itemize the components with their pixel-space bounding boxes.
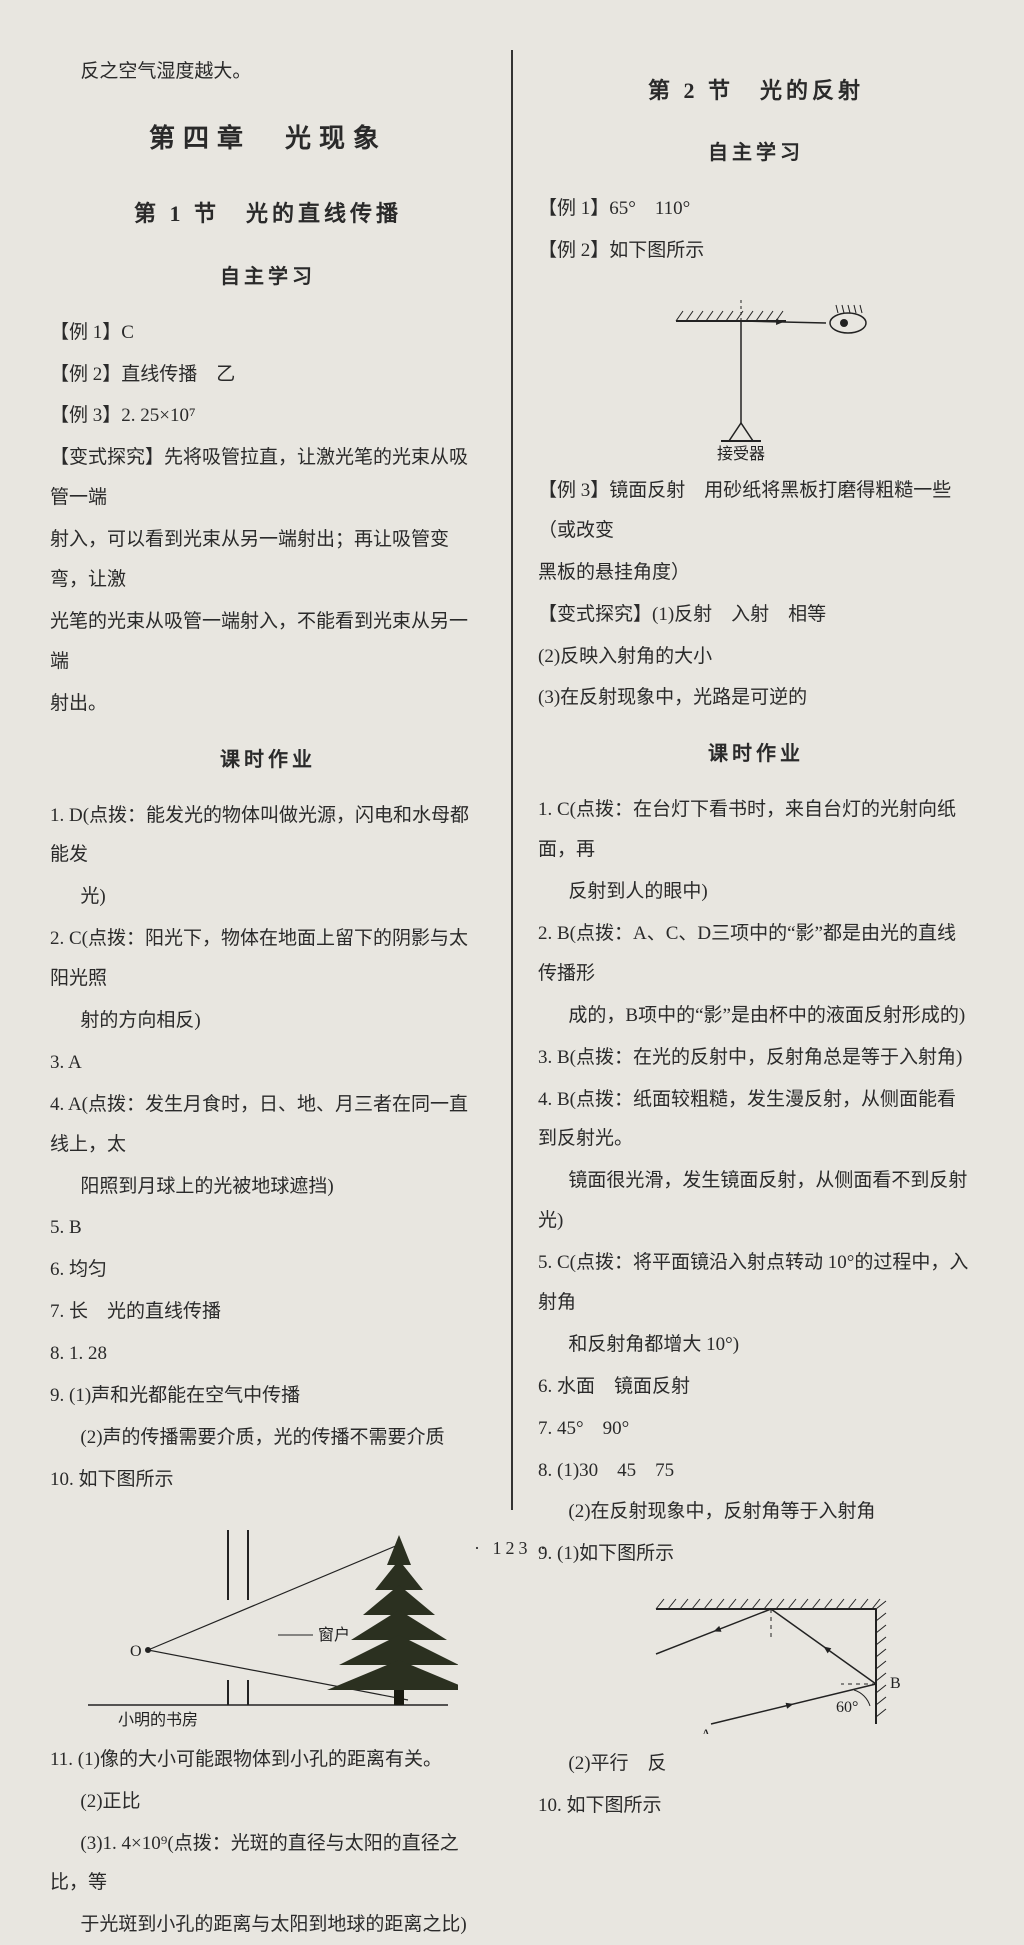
variant-line-1: 【变式探究】先将吸管拉直，让激光笔的光束从吸管一端 — [50, 438, 486, 518]
variant-line-2: 射入，可以看到光束从另一端射出；再让吸管变弯，让激 — [50, 520, 486, 600]
figure-eye-mirror: 接受器 — [538, 281, 974, 461]
r-q7: 7. 45° 90° — [538, 1409, 974, 1449]
homework-heading-left: 课时作业 — [50, 739, 486, 781]
self-study-heading-r: 自主学习 — [538, 132, 974, 174]
l-q11a: 11. (1)像的大小可能跟物体到小孔的距离有关。 — [50, 1740, 486, 1780]
figure-two-mirror-svg: 60° A B — [596, 1584, 916, 1734]
r-q9a: 9. (1)如下图所示 — [538, 1534, 974, 1574]
l-q1b: 光) — [50, 877, 486, 917]
l-q11c: (3)1. 4×10⁹(点拨：光斑的直径与太阳的直径之比，等 — [50, 1824, 486, 1904]
r-var2: (2)反映入射角的大小 — [538, 637, 974, 677]
figure-pinhole: O 窗户小明的书房 — [50, 1510, 486, 1730]
right-column: 第 2 节 光的反射 自主学习 【例 1】65° 110° 【例 2】如下图所示… — [518, 50, 994, 1510]
r-q4b: 镜面很光滑，发生镜面反射，从侧面看不到反射光) — [538, 1161, 974, 1241]
r-q8b: (2)在反射现象中，反射角等于入射角 — [538, 1492, 974, 1532]
svg-text:接受器: 接受器 — [717, 445, 765, 461]
r-q5b: 和反射角都增大 10°) — [538, 1325, 974, 1365]
r-q1a: 1. C(点拨：在台灯下看书时，来自台灯的光射向纸面，再 — [538, 790, 974, 870]
page: 反之空气湿度越大。 第四章 光现象 第 1 节 光的直线传播 自主学习 【例 1… — [0, 0, 1024, 1530]
r-q4a: 4. B(点拨：纸面较粗糙，发生漫反射，从侧面能看到反射光。 — [538, 1080, 974, 1160]
preface-line: 反之空气湿度越大。 — [50, 52, 486, 92]
l-q1a: 1. D(点拨：能发光的物体叫做光源，闪电和水母都能发 — [50, 796, 486, 876]
r-q2b: 成的，B项中的“影”是由杯中的液面反射形成的) — [538, 996, 974, 1036]
r-ex1: 【例 1】65° 110° — [538, 189, 974, 229]
r-var1: 【变式探究】(1)反射 入射 相等 — [538, 595, 974, 635]
l-q11d: 于光斑到小孔的距离与太阳到地球的距离之比) — [50, 1905, 486, 1945]
r-q10: 10. 如下图所示 — [538, 1786, 974, 1826]
figure-pinhole-svg: O 窗户小明的书房 — [78, 1510, 458, 1730]
r-ex3b: 黑板的悬挂角度） — [538, 553, 974, 593]
r-ex3a: 【例 3】镜面反射 用砂纸将黑板打磨得粗糙一些（或改变 — [538, 471, 974, 551]
r-var3: (3)在反射现象中，光路是可逆的 — [538, 678, 974, 718]
r-q5a: 5. C(点拨：将平面镜沿入射点转动 10°的过程中，入射角 — [538, 1243, 974, 1323]
l-q2a: 2. C(点拨：阳光下，物体在地面上留下的阴影与太阳光照 — [50, 919, 486, 999]
figure-eye-mirror-svg: 接受器 — [626, 281, 886, 461]
svg-text:60°: 60° — [836, 1699, 858, 1716]
r-q9b: (2)平行 反 — [538, 1744, 974, 1784]
l-q5: 5. B — [50, 1208, 486, 1248]
svg-text:A: A — [700, 1727, 712, 1734]
r-q1b: 反射到人的眼中) — [538, 872, 974, 912]
example-1: 【例 1】C — [50, 313, 486, 353]
svg-text:小明的书房: 小明的书房 — [118, 1711, 198, 1729]
section-2-title: 第 2 节 光的反射 — [538, 68, 974, 114]
r-q3: 3. B(点拨：在光的反射中，反射角总是等于入射角) — [538, 1038, 974, 1078]
l-q4a: 4. A(点拨：发生月食时，日、地、月三者在同一直线上，太 — [50, 1085, 486, 1165]
figure-two-mirror: 60° A B — [538, 1584, 974, 1734]
chapter-title: 第四章 光现象 — [50, 112, 486, 167]
example-3: 【例 3】2. 25×10⁷ — [50, 396, 486, 436]
l-q4b: 阳照到月球上的光被地球遮挡) — [50, 1167, 486, 1207]
l-q6: 6. 均匀 — [50, 1250, 486, 1290]
svg-text:B: B — [890, 1675, 901, 1692]
self-study-heading: 自主学习 — [50, 256, 486, 298]
example-2: 【例 2】直线传播 乙 — [50, 355, 486, 395]
section-1-title: 第 1 节 光的直线传播 — [50, 191, 486, 237]
r-q6: 6. 水面 镜面反射 — [538, 1367, 974, 1407]
l-q8: 8. 1. 28 — [50, 1334, 486, 1374]
svg-text:窗户: 窗户 — [318, 1626, 350, 1644]
left-column: 反之空气湿度越大。 第四章 光现象 第 1 节 光的直线传播 自主学习 【例 1… — [30, 50, 506, 1510]
variant-line-3: 光笔的光束从吸管一端射入，不能看到光束从另一端 — [50, 602, 486, 682]
l-q3: 3. A — [50, 1043, 486, 1083]
svg-text:O: O — [130, 1643, 142, 1660]
r-q8a: 8. (1)30 45 75 — [538, 1451, 974, 1491]
homework-heading-right: 课时作业 — [538, 733, 974, 775]
l-q11b: (2)正比 — [50, 1782, 486, 1822]
variant-line-4: 射出。 — [50, 684, 486, 724]
l-q2b: 射的方向相反) — [50, 1001, 486, 1041]
r-q2a: 2. B(点拨：A、C、D三项中的“影”都是由光的直线传播形 — [538, 914, 974, 994]
l-q7: 7. 长 光的直线传播 — [50, 1292, 486, 1332]
r-ex2: 【例 2】如下图所示 — [538, 231, 974, 271]
l-q10: 10. 如下图所示 — [50, 1460, 486, 1500]
l-q9a: 9. (1)声和光都能在空气中传播 — [50, 1376, 486, 1416]
l-q9b: (2)声的传播需要介质，光的传播不需要介质 — [50, 1418, 486, 1458]
column-divider — [511, 50, 513, 1510]
